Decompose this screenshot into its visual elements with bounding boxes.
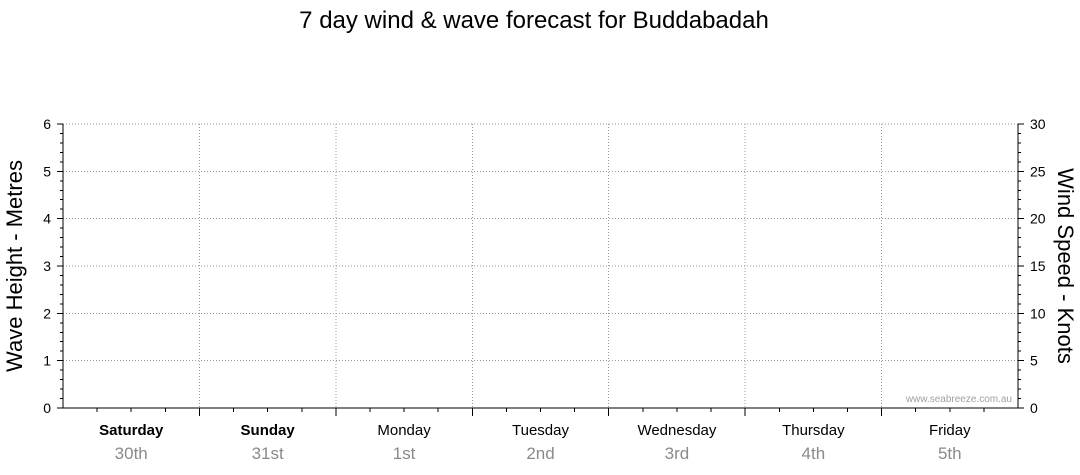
- x-day-label: Tuesday: [512, 422, 569, 439]
- x-day-label: Saturday: [99, 422, 164, 439]
- x-day-label: Friday: [929, 422, 971, 439]
- y-tick-label-right: 10: [1030, 305, 1046, 321]
- x-axis-labels: Saturday 30th Sunday 31st Monday 1st Tuesday 2n…: [99, 422, 971, 463]
- y-tick-label-right: 15: [1030, 258, 1046, 274]
- y-tick-label-left: 4: [43, 211, 51, 227]
- x-day-label: Sunday: [241, 422, 296, 439]
- y-tick-label-left: 3: [43, 258, 51, 274]
- y-axis-title-left: Wave Height - Metres: [2, 160, 27, 372]
- chart-title: 7 day wind & wave forecast for Buddabada…: [299, 7, 769, 34]
- y-tick-label-right: 30: [1030, 116, 1046, 132]
- y-tick-label-left: 0: [43, 400, 51, 416]
- x-date-label: 2nd: [526, 444, 554, 463]
- site-credit: www.seabreeze.com.au: [905, 394, 1012, 405]
- y-tick-label-left: 1: [43, 353, 51, 369]
- x-date-label: 30th: [115, 444, 148, 463]
- y-tick-label-right: 5: [1030, 353, 1038, 369]
- y-tick-label-left: 5: [43, 163, 51, 179]
- y-axis-title-right: Wind Speed - Knots: [1053, 168, 1078, 364]
- x-day-label: Monday: [377, 422, 431, 439]
- x-date-label: 4th: [802, 444, 826, 463]
- ticks: 0 1 2 3 4 5 6 0 5 10 15 20 25 30: [43, 116, 1046, 416]
- y-tick-label-right: 25: [1030, 163, 1046, 179]
- grid-lines: [63, 123, 1018, 408]
- x-day-label: Thursday: [782, 422, 845, 439]
- x-date-label: 5th: [938, 444, 962, 463]
- y-tick-label-right: 0: [1030, 400, 1038, 416]
- x-date-label: 1st: [393, 444, 416, 463]
- y-tick-label-left: 2: [43, 305, 51, 321]
- y-tick-label-right: 20: [1030, 211, 1046, 227]
- x-date-label: 3rd: [665, 444, 690, 463]
- x-date-label: 31st: [252, 444, 284, 463]
- x-day-label: Wednesday: [637, 422, 716, 439]
- y-tick-label-left: 6: [43, 116, 51, 132]
